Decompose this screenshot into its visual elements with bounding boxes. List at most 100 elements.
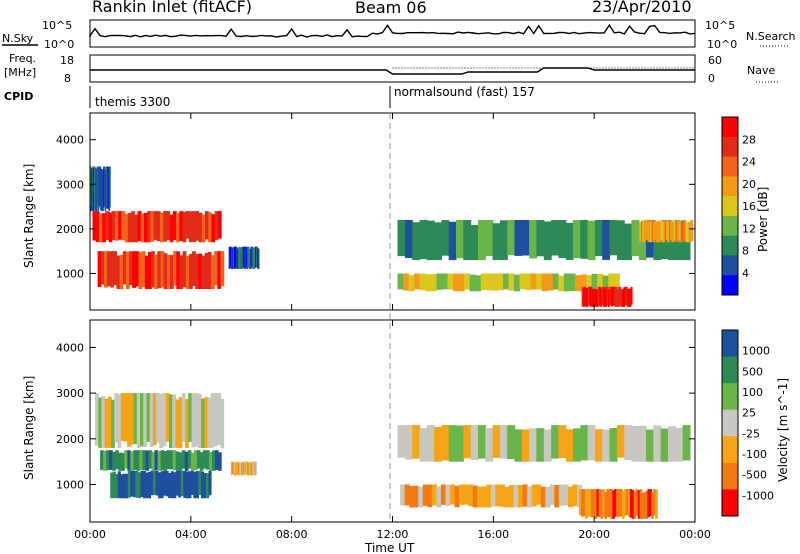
power-cell xyxy=(592,289,595,307)
power-cell xyxy=(220,251,225,287)
power-cell xyxy=(107,251,111,287)
power-cell xyxy=(689,220,692,243)
power-colorbar-tick: 8 xyxy=(742,245,749,258)
power-cell xyxy=(118,211,122,240)
velocity-cell xyxy=(153,470,157,495)
power-cell xyxy=(655,221,658,243)
velocity-cell xyxy=(514,429,523,462)
velocity-cell xyxy=(136,393,141,448)
power-cell xyxy=(580,274,587,292)
velocity-cell xyxy=(624,425,633,460)
velocity-cell xyxy=(596,489,600,517)
velocity-cell xyxy=(154,450,159,471)
velocity-cell xyxy=(142,450,146,471)
freq-tick-bottom: 8 xyxy=(64,72,71,85)
power-cell xyxy=(652,221,655,243)
power-cell xyxy=(188,211,193,243)
velocity-cell xyxy=(409,486,415,508)
velocity-cell xyxy=(127,470,131,498)
power-cell xyxy=(151,251,155,288)
velocity-cell xyxy=(682,425,691,461)
power-cell xyxy=(185,211,190,239)
power-cell xyxy=(419,220,428,260)
velocity-cell xyxy=(181,393,186,442)
velocity-cell xyxy=(627,489,631,517)
velocity-cell xyxy=(172,450,177,471)
power-cell xyxy=(688,222,691,243)
power-cell xyxy=(469,274,476,292)
velocity-cell xyxy=(169,450,174,470)
velocity-cell xyxy=(143,393,148,447)
power-cell xyxy=(137,211,142,242)
velocity-cell xyxy=(199,452,204,471)
velocity-cell xyxy=(572,484,578,507)
velocity-cell xyxy=(152,393,157,446)
power-cell xyxy=(148,252,152,290)
power-cell xyxy=(234,246,237,268)
velocity-cell xyxy=(188,393,192,442)
velocity-colorbar-swatch xyxy=(722,462,738,490)
power-cell xyxy=(602,275,609,292)
velocity-y-ticks: 1000 2000 3000 4000 xyxy=(56,341,695,492)
velocity-cell xyxy=(579,489,582,516)
power-cell xyxy=(113,251,118,286)
power-cell xyxy=(543,221,552,261)
velocity-cell xyxy=(629,489,633,518)
velocity-colorbar-swatch xyxy=(722,489,738,517)
velocity-cell xyxy=(148,471,152,499)
velocity-cell xyxy=(251,463,253,476)
power-cell xyxy=(408,275,415,292)
power-cell xyxy=(426,220,435,261)
power-cell xyxy=(478,220,486,261)
power-cell xyxy=(648,221,651,243)
x-tick-label: 12:00 xyxy=(377,528,409,541)
power-colorbar-swatch xyxy=(722,215,738,237)
power-cell xyxy=(480,273,487,290)
power-cell xyxy=(255,246,257,268)
power-cell xyxy=(150,211,155,242)
velocity-cell xyxy=(178,470,182,498)
power-cell xyxy=(628,288,631,307)
velocity-cell xyxy=(504,486,510,508)
velocity-cell xyxy=(463,425,472,459)
velocity-cell xyxy=(592,489,596,517)
velocity-cell xyxy=(490,484,496,507)
velocity-cell xyxy=(608,489,611,518)
velocity-cell xyxy=(140,393,144,447)
velocity-cell xyxy=(178,397,183,448)
x-tick-label: 16:00 xyxy=(477,528,509,541)
power-cell xyxy=(646,220,649,240)
power-cell xyxy=(485,220,494,257)
power-cell xyxy=(514,220,523,256)
velocity-cell xyxy=(124,450,128,469)
velocity-cell xyxy=(185,399,189,448)
power-cell xyxy=(656,221,659,243)
power-cell xyxy=(613,286,615,306)
velocity-cell xyxy=(645,490,649,519)
power-cell xyxy=(624,286,627,306)
velocity-cell xyxy=(660,428,669,462)
velocity-ytick-label: 3000 xyxy=(56,387,84,400)
velocity-cell xyxy=(495,484,501,507)
power-cell xyxy=(664,220,667,240)
power-cell xyxy=(115,211,119,241)
velocity-cell xyxy=(188,471,192,499)
freq-unit: [MHz] xyxy=(4,66,36,79)
power-cell xyxy=(96,168,98,211)
power-cell xyxy=(214,211,219,240)
power-cell xyxy=(647,220,650,242)
power-cell xyxy=(131,211,135,243)
velocity-cell xyxy=(655,489,658,519)
velocity-colorbar-tick: -1000 xyxy=(742,489,774,502)
power-cell xyxy=(456,220,464,259)
power-cell xyxy=(536,273,543,290)
velocity-cell xyxy=(639,489,643,519)
beam-title: Beam 06 xyxy=(355,0,427,17)
power-cell xyxy=(138,252,143,289)
power-cell xyxy=(434,222,442,261)
power-ylabel: Slant Range [km] xyxy=(22,164,36,268)
cpid-label: CPID xyxy=(4,90,33,103)
power-colorbar-tick: 28 xyxy=(742,133,756,146)
velocity-colorbar-swatch xyxy=(722,383,738,411)
velocity-ylabel: Slant Range [km] xyxy=(22,376,36,480)
